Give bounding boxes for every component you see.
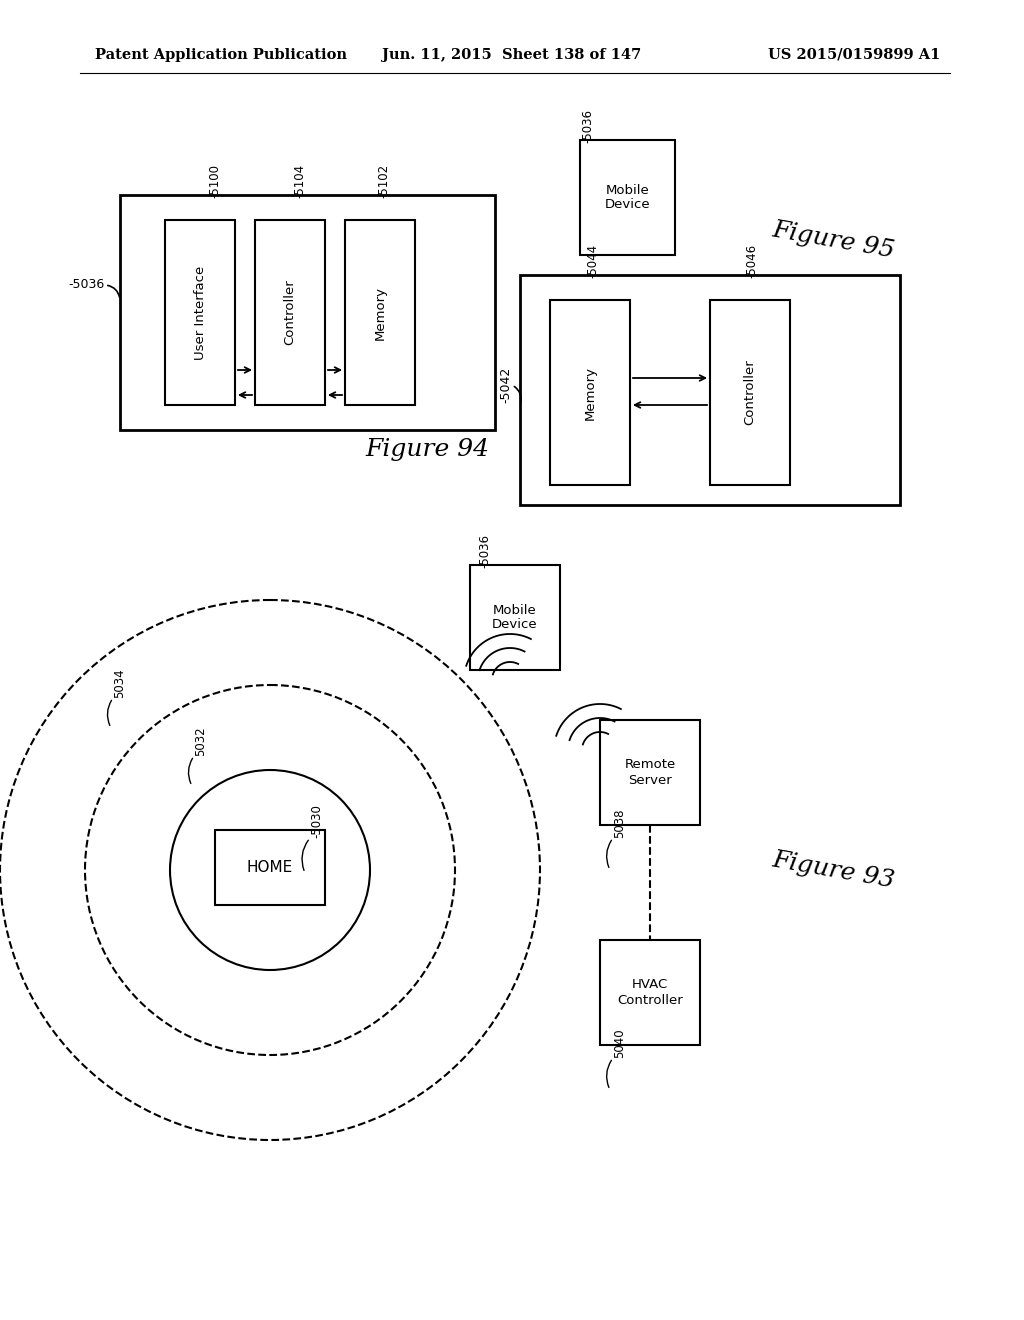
Bar	[580, 140, 675, 255]
Bar	[520, 275, 900, 506]
Text: Mobile
Device: Mobile Device	[605, 183, 650, 211]
Bar	[345, 220, 415, 405]
Text: Figure 93: Figure 93	[770, 847, 896, 892]
Text: Figure 94: Figure 94	[365, 438, 489, 461]
Bar	[710, 300, 790, 484]
Bar	[255, 220, 325, 405]
Text: Patent Application Publication: Patent Application Publication	[95, 48, 347, 62]
Text: -5104: -5104	[293, 164, 306, 198]
Text: -5102: -5102	[377, 164, 390, 198]
Bar	[120, 195, 495, 430]
Text: Controller: Controller	[284, 280, 297, 346]
Bar	[600, 940, 700, 1045]
Text: -5036: -5036	[478, 535, 490, 568]
Text: 5038: 5038	[613, 808, 626, 838]
Bar	[600, 719, 700, 825]
Text: -5100: -5100	[208, 164, 221, 198]
Text: User Interface: User Interface	[194, 265, 207, 359]
Text: Remote
Server: Remote Server	[625, 759, 676, 787]
Text: Memory: Memory	[584, 366, 597, 420]
Text: Figure 95: Figure 95	[770, 218, 896, 263]
Text: -5044: -5044	[586, 244, 599, 279]
Text: HOME: HOME	[247, 861, 293, 875]
Text: 5032: 5032	[194, 726, 207, 756]
Text: 5040: 5040	[613, 1028, 626, 1059]
Text: Memory: Memory	[374, 285, 386, 339]
Bar	[550, 300, 630, 484]
Text: -5036: -5036	[69, 279, 105, 292]
Text: Mobile
Device: Mobile Device	[493, 603, 538, 631]
Bar	[165, 220, 234, 405]
Text: -5030: -5030	[310, 804, 323, 838]
Text: -5046: -5046	[745, 244, 758, 279]
Text: Jun. 11, 2015  Sheet 138 of 147: Jun. 11, 2015 Sheet 138 of 147	[382, 48, 642, 62]
Text: HVAC
Controller: HVAC Controller	[617, 978, 683, 1006]
Text: Controller: Controller	[743, 359, 757, 425]
Text: 5034: 5034	[113, 668, 126, 698]
Text: US 2015/0159899 A1: US 2015/0159899 A1	[768, 48, 940, 62]
Text: -5036: -5036	[581, 110, 594, 143]
Bar	[470, 565, 560, 671]
Bar	[215, 830, 325, 906]
Text: -5042: -5042	[499, 367, 512, 403]
